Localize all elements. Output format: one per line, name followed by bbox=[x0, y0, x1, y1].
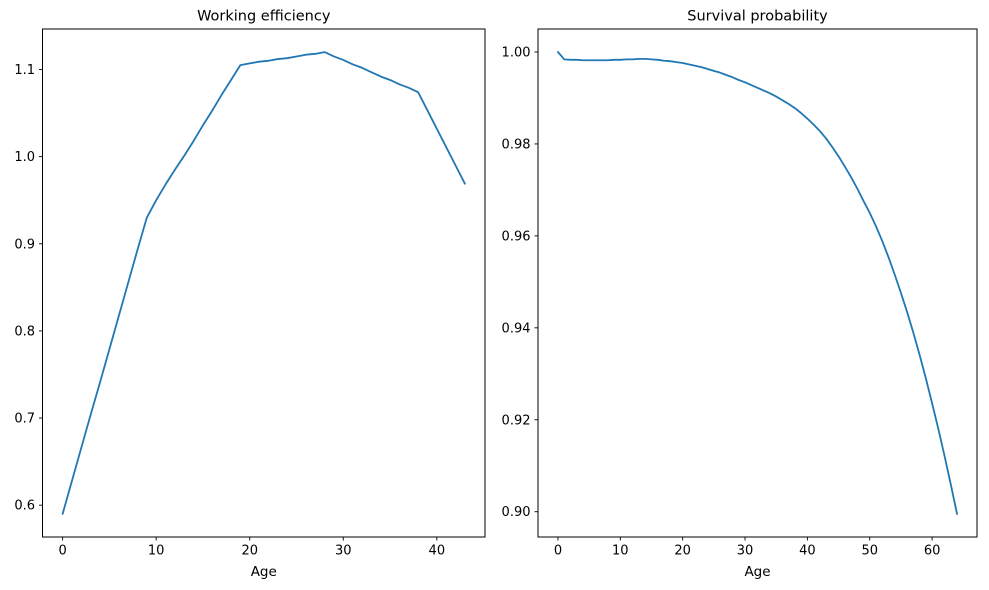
x-tick-label: 0 bbox=[58, 544, 66, 559]
y-tick-label: 0.7 bbox=[14, 412, 35, 427]
y-tick-label: 0.8 bbox=[14, 324, 35, 339]
y-tick-label: 1.0 bbox=[14, 150, 35, 165]
y-tick-label: 0.9 bbox=[14, 237, 35, 252]
x-tick-label: 50 bbox=[861, 544, 878, 559]
x-tick-label: 60 bbox=[924, 544, 941, 559]
y-tick-label: 1.00 bbox=[502, 45, 531, 60]
chart-survival-probability: 0 10 20 30 40 50 60 0.90 0.92 0.94 0.96 0.98 1.00 Sur… bbox=[502, 9, 978, 580]
plot-frame bbox=[42, 28, 486, 538]
chart-title: Survival probability bbox=[687, 9, 828, 25]
series-line bbox=[61, 51, 466, 515]
chart-working-efficiency: 0 10 20 30 40 0.6 0.7 0.8 0.9 1.0 1.1 Working effic… bbox=[14, 9, 486, 580]
x-tick-label: 40 bbox=[799, 544, 816, 559]
x-tick-label: 10 bbox=[148, 544, 165, 559]
x-axis-label: Age bbox=[251, 564, 277, 580]
chart-title: Working efficiency bbox=[197, 9, 331, 25]
plot-frame bbox=[537, 28, 978, 538]
x-tick-label: 30 bbox=[335, 544, 352, 559]
y-tick-label: 0.96 bbox=[502, 229, 531, 244]
x-tick-label: 40 bbox=[429, 544, 446, 559]
x-axis-label: Age bbox=[744, 564, 770, 580]
x-tick-label: 10 bbox=[612, 544, 629, 559]
series-line bbox=[557, 51, 958, 515]
y-tick-label: 1.1 bbox=[14, 63, 35, 78]
y-tick-label: 0.6 bbox=[14, 499, 35, 514]
x-tick-label: 0 bbox=[554, 544, 562, 559]
x-tick-label: 30 bbox=[737, 544, 754, 559]
x-tick-label: 20 bbox=[241, 544, 258, 559]
y-tick-label: 0.94 bbox=[502, 321, 531, 336]
x-tick-label: 20 bbox=[674, 544, 691, 559]
y-tick-label: 0.98 bbox=[502, 137, 531, 152]
y-tick-label: 0.92 bbox=[502, 413, 531, 428]
y-tick-label: 0.90 bbox=[502, 505, 531, 520]
